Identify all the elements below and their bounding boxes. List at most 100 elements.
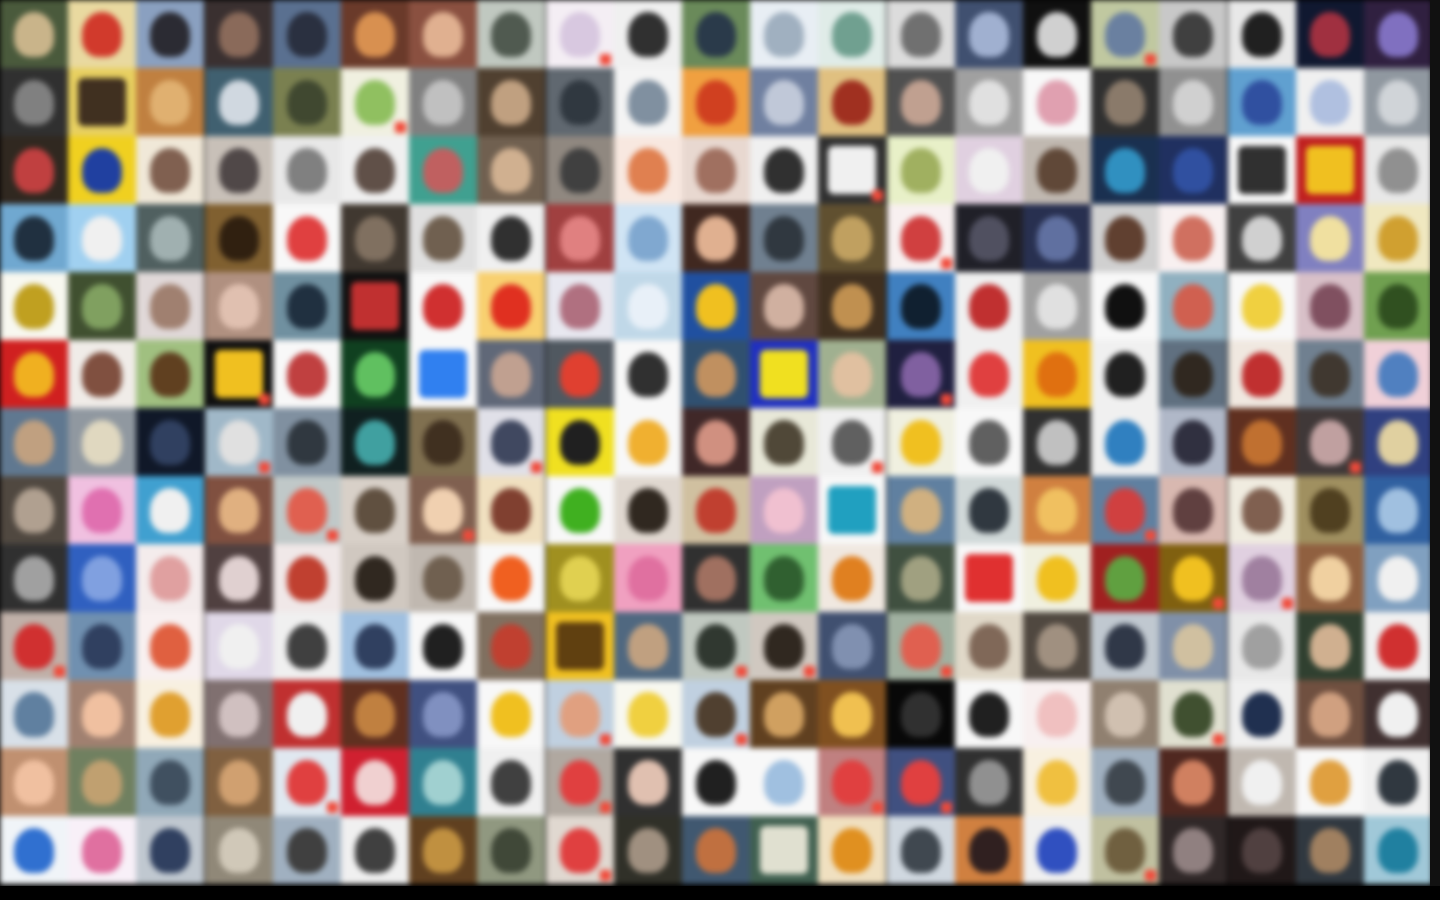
avatar-tile[interactable] (682, 612, 750, 680)
avatar-tile[interactable] (614, 544, 682, 612)
avatar-tile[interactable] (818, 136, 886, 204)
avatar-tile[interactable] (750, 340, 818, 408)
avatar-tile[interactable] (1228, 68, 1296, 136)
avatar-tile[interactable] (205, 204, 273, 272)
avatar-tile[interactable] (1091, 612, 1159, 680)
avatar-tile[interactable] (68, 68, 136, 136)
avatar-tile[interactable] (887, 136, 955, 204)
avatar-tile[interactable] (1091, 476, 1159, 544)
avatar-tile[interactable] (955, 68, 1023, 136)
avatar-tile[interactable] (682, 68, 750, 136)
avatar-tile[interactable] (1228, 272, 1296, 340)
avatar-tile[interactable] (1091, 816, 1159, 884)
avatar-tile[interactable] (546, 748, 614, 816)
avatar-tile[interactable] (1364, 748, 1432, 816)
avatar-tile[interactable] (273, 408, 341, 476)
avatar-tile[interactable] (887, 0, 955, 68)
avatar-tile[interactable] (546, 136, 614, 204)
avatar-tile[interactable] (273, 0, 341, 68)
avatar-tile[interactable] (1228, 680, 1296, 748)
avatar-tile[interactable] (682, 408, 750, 476)
avatar-tile[interactable] (887, 408, 955, 476)
avatar-tile[interactable] (136, 68, 204, 136)
avatar-tile[interactable] (750, 0, 818, 68)
avatar-tile[interactable] (955, 0, 1023, 68)
avatar-tile[interactable] (68, 612, 136, 680)
avatar-tile[interactable] (1091, 680, 1159, 748)
avatar-tile[interactable] (205, 0, 273, 68)
avatar-tile[interactable] (614, 204, 682, 272)
avatar-tile[interactable] (0, 816, 68, 884)
avatar-tile[interactable] (818, 612, 886, 680)
avatar-tile[interactable] (1228, 408, 1296, 476)
avatar-tile[interactable] (818, 0, 886, 68)
avatar-tile[interactable] (1228, 816, 1296, 884)
avatar-tile[interactable] (136, 544, 204, 612)
avatar-tile[interactable] (614, 476, 682, 544)
avatar-tile[interactable] (1091, 68, 1159, 136)
avatar-tile[interactable] (341, 0, 409, 68)
avatar-tile[interactable] (614, 680, 682, 748)
avatar-tile[interactable] (68, 748, 136, 816)
avatar-tile[interactable] (1023, 612, 1091, 680)
avatar-tile[interactable] (273, 272, 341, 340)
avatar-tile[interactable] (1091, 272, 1159, 340)
avatar-tile[interactable] (1296, 680, 1364, 748)
avatar-tile[interactable] (205, 68, 273, 136)
avatar-tile[interactable] (1296, 0, 1364, 68)
avatar-tile[interactable] (341, 748, 409, 816)
avatar-tile[interactable] (409, 544, 477, 612)
avatar-tile[interactable] (1364, 680, 1432, 748)
avatar-tile[interactable] (818, 476, 886, 544)
avatar-tile[interactable] (0, 748, 68, 816)
avatar-tile[interactable] (68, 476, 136, 544)
avatar-tile[interactable] (341, 204, 409, 272)
avatar-tile[interactable] (750, 272, 818, 340)
avatar-tile[interactable] (1159, 340, 1227, 408)
avatar-tile[interactable] (955, 680, 1023, 748)
avatar-tile[interactable] (887, 68, 955, 136)
avatar-tile[interactable] (1364, 476, 1432, 544)
avatar-tile[interactable] (205, 476, 273, 544)
avatar-tile[interactable] (818, 68, 886, 136)
avatar-tile[interactable] (1159, 68, 1227, 136)
avatar-tile[interactable] (1228, 476, 1296, 544)
avatar-tile[interactable] (1296, 612, 1364, 680)
avatar-tile[interactable] (341, 816, 409, 884)
avatar-tile[interactable] (1296, 408, 1364, 476)
avatar-tile[interactable] (546, 612, 614, 680)
avatar-tile[interactable] (136, 680, 204, 748)
avatar-tile[interactable] (818, 544, 886, 612)
avatar-tile[interactable] (955, 612, 1023, 680)
avatar-tile[interactable] (1364, 612, 1432, 680)
avatar-tile[interactable] (0, 0, 68, 68)
avatar-tile[interactable] (1023, 272, 1091, 340)
avatar-tile[interactable] (1296, 748, 1364, 816)
avatar-tile[interactable] (409, 204, 477, 272)
avatar-tile[interactable] (0, 340, 68, 408)
avatar-tile[interactable] (1228, 340, 1296, 408)
avatar-tile[interactable] (0, 680, 68, 748)
avatar-tile[interactable] (0, 204, 68, 272)
avatar-tile[interactable] (409, 340, 477, 408)
avatar-tile[interactable] (1091, 136, 1159, 204)
avatar-tile[interactable] (887, 204, 955, 272)
avatar-tile[interactable] (136, 748, 204, 816)
avatar-tile[interactable] (1296, 816, 1364, 884)
avatar-tile[interactable] (1296, 136, 1364, 204)
avatar-tile[interactable] (955, 476, 1023, 544)
avatar-tile[interactable] (205, 816, 273, 884)
avatar-tile[interactable] (682, 680, 750, 748)
avatar-tile[interactable] (68, 340, 136, 408)
avatar-tile[interactable] (682, 340, 750, 408)
avatar-tile[interactable] (273, 204, 341, 272)
avatar-tile[interactable] (1023, 408, 1091, 476)
avatar-tile[interactable] (1364, 408, 1432, 476)
avatar-tile[interactable] (750, 544, 818, 612)
avatar-tile[interactable] (682, 544, 750, 612)
avatar-tile[interactable] (136, 0, 204, 68)
avatar-tile[interactable] (750, 612, 818, 680)
avatar-tile[interactable] (1296, 476, 1364, 544)
avatar-tile[interactable] (68, 272, 136, 340)
avatar-tile[interactable] (477, 612, 545, 680)
